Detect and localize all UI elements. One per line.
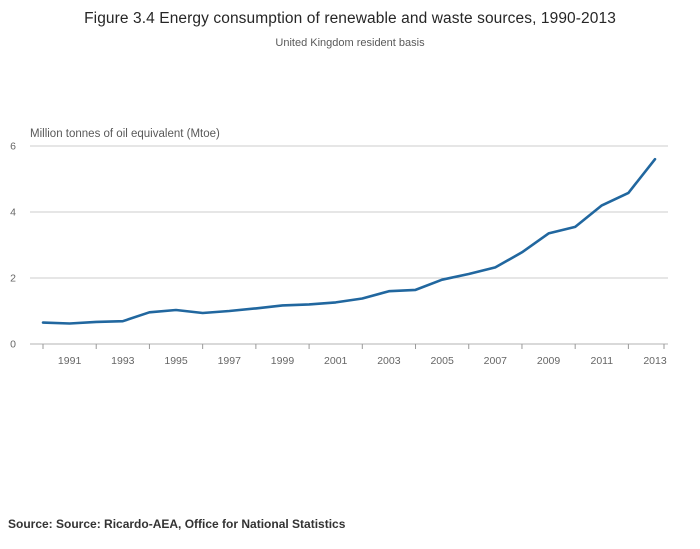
line-chart: 0 2 4 6 Million tonnes of oil equivalent (Mt…: [10, 128, 668, 367]
y-tick-label: 6: [10, 141, 16, 153]
source-note: Source: Source: Ricardo-AEA, Office for …: [8, 517, 346, 531]
y-tick-label: 4: [10, 207, 16, 219]
x-tick-label: 2007: [484, 355, 508, 367]
chart-title: Figure 3.4 Energy consumption of renewab…: [84, 10, 616, 27]
x-tick-label: 2009: [537, 355, 561, 367]
y-tick-label: 2: [10, 273, 16, 285]
y-axis-title: Million tonnes of oil equivalent (Mtoe): [30, 128, 220, 140]
x-tick-label: 1991: [58, 355, 82, 367]
x-tick-label: 2011: [590, 355, 613, 367]
x-tick-label: 2013: [643, 355, 667, 367]
x-tick-label: 2003: [377, 355, 401, 367]
chart-area: 0 2 4 6 Million tonnes of oil equivalent (Mt…: [0, 99, 700, 394]
data-line-renewable-energy: [41, 157, 657, 325]
chart-header: Figure 3.4 Energy consumption of renewab…: [0, 0, 700, 49]
chart-subtitle: United Kingdom resident basis: [275, 37, 425, 49]
x-tick-label: 1997: [218, 355, 242, 367]
y-tick-label: 0: [10, 339, 16, 351]
x-tick-label: 2001: [324, 355, 348, 367]
x-tick-label: 1993: [111, 355, 135, 367]
x-tick-label: 2005: [430, 355, 454, 367]
x-tick-label: 1999: [271, 355, 295, 367]
x-tick-label: 1995: [164, 355, 188, 367]
